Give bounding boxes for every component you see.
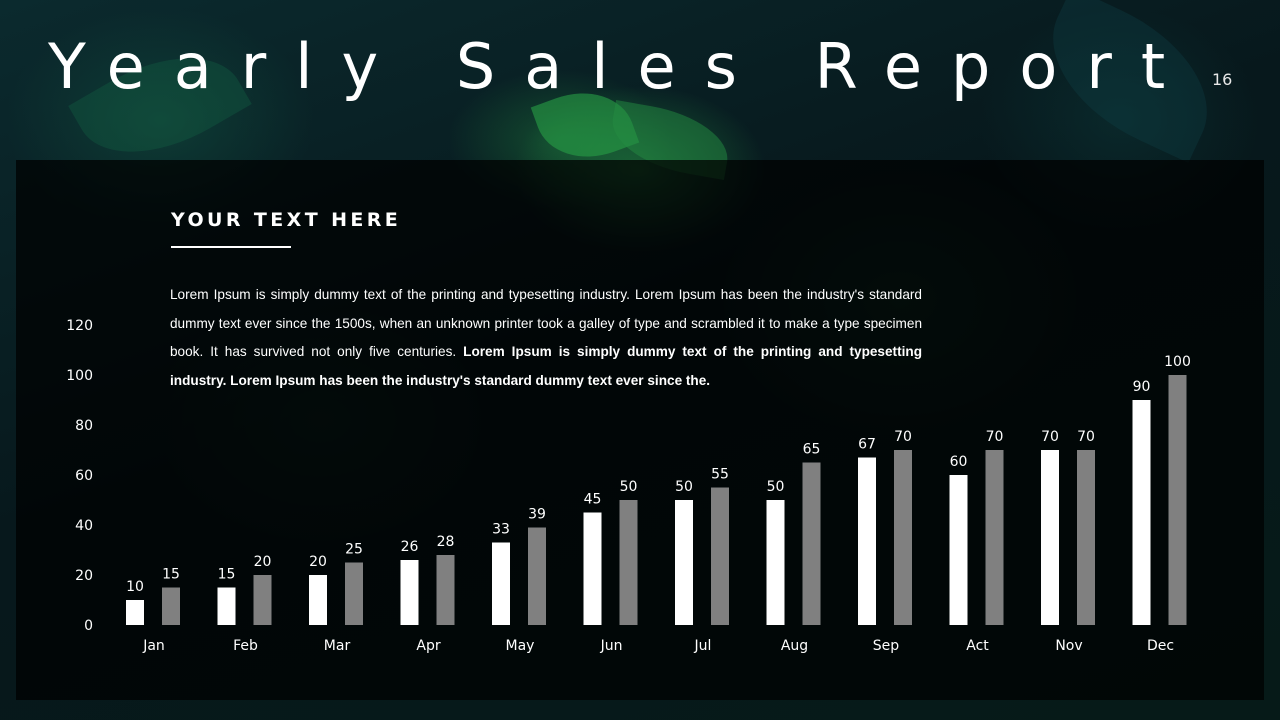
x-tick-label: Sep [873,638,900,654]
data-label: 70 [986,429,1004,445]
data-label: 45 [584,492,602,508]
slide-title: Yearly Sales Report [48,30,1195,103]
data-label: 50 [675,479,693,495]
bar [492,542,510,625]
y-tick-label: 20 [75,568,93,584]
data-label: 70 [1041,429,1059,445]
bar [400,560,419,625]
bar [309,575,327,625]
bar [126,600,144,625]
x-axis: Jan Feb Mar Apr May Jun Jul Aug Sep Act Nov Dec [142,638,1174,654]
bar [345,562,363,625]
data-label: 50 [620,479,638,495]
data-label: 39 [528,507,546,523]
y-tick-label: 60 [75,468,93,484]
data-label: 33 [492,522,510,538]
data-label: 25 [345,542,363,558]
data-label: 65 [803,442,821,458]
data-label: 70 [894,429,912,445]
heading-underline [171,246,291,248]
bar [619,500,638,625]
y-tick-label: 80 [75,418,93,434]
data-label: 15 [162,567,180,583]
bar [528,527,546,625]
bars: 10 15 15 20 20 25 26 28 33 39 45 50 50 55 50 65 67 70 60 70… [126,354,1191,625]
x-tick-label: Feb [233,638,258,654]
x-tick-label: Jan [142,638,165,654]
bar [711,487,729,625]
x-tick-label: Dec [1147,638,1174,654]
bar [1132,400,1151,625]
bar [766,500,785,625]
bar [675,500,693,625]
bar [1077,450,1095,625]
body-paragraph: Lorem Ipsum is simply dummy text of the … [170,281,922,395]
bar [802,462,821,625]
page-number: 16 [1212,70,1233,89]
bar [858,457,876,625]
bar [949,475,968,625]
data-label: 50 [767,479,785,495]
x-tick-label: Jun [600,638,623,654]
x-tick-label: Mar [324,638,351,654]
bar [253,575,272,625]
data-label: 67 [858,437,876,453]
data-label: 28 [437,534,455,550]
x-tick-label: Nov [1055,638,1082,654]
bar [583,512,602,625]
x-tick-label: Act [966,638,989,654]
y-tick-label: 120 [66,318,93,334]
y-axis: 0 20 40 60 80 100 120 [66,318,93,634]
y-tick-label: 40 [75,518,93,534]
x-tick-label: Apr [416,638,440,654]
data-label: 20 [309,554,327,570]
data-label: 10 [126,579,144,595]
x-tick-label: Aug [781,638,808,654]
bar [1168,375,1187,625]
bar [1041,450,1059,625]
x-tick-label: Jul [694,638,712,654]
bar [894,450,912,625]
data-label: 70 [1077,429,1095,445]
y-tick-label: 100 [66,368,93,384]
data-label: 60 [950,454,968,470]
y-tick-label: 0 [84,618,93,634]
paragraph-regular-text: Lorem Ipsum is simply dummy text of the … [170,287,922,359]
data-label: 90 [1133,379,1151,395]
section-heading: YOUR TEXT HERE [171,209,402,231]
data-label: 55 [711,467,729,483]
bar [985,450,1004,625]
bar [436,555,455,625]
data-label: 20 [254,554,272,570]
x-tick-label: May [506,638,535,654]
paragraph-bold-text: Lorem Ipsum is simply dummy text of the … [170,344,922,388]
data-label: 15 [218,567,236,583]
bar [217,587,236,625]
data-label: 26 [401,539,419,555]
bar [162,587,180,625]
data-label: 100 [1164,354,1191,370]
